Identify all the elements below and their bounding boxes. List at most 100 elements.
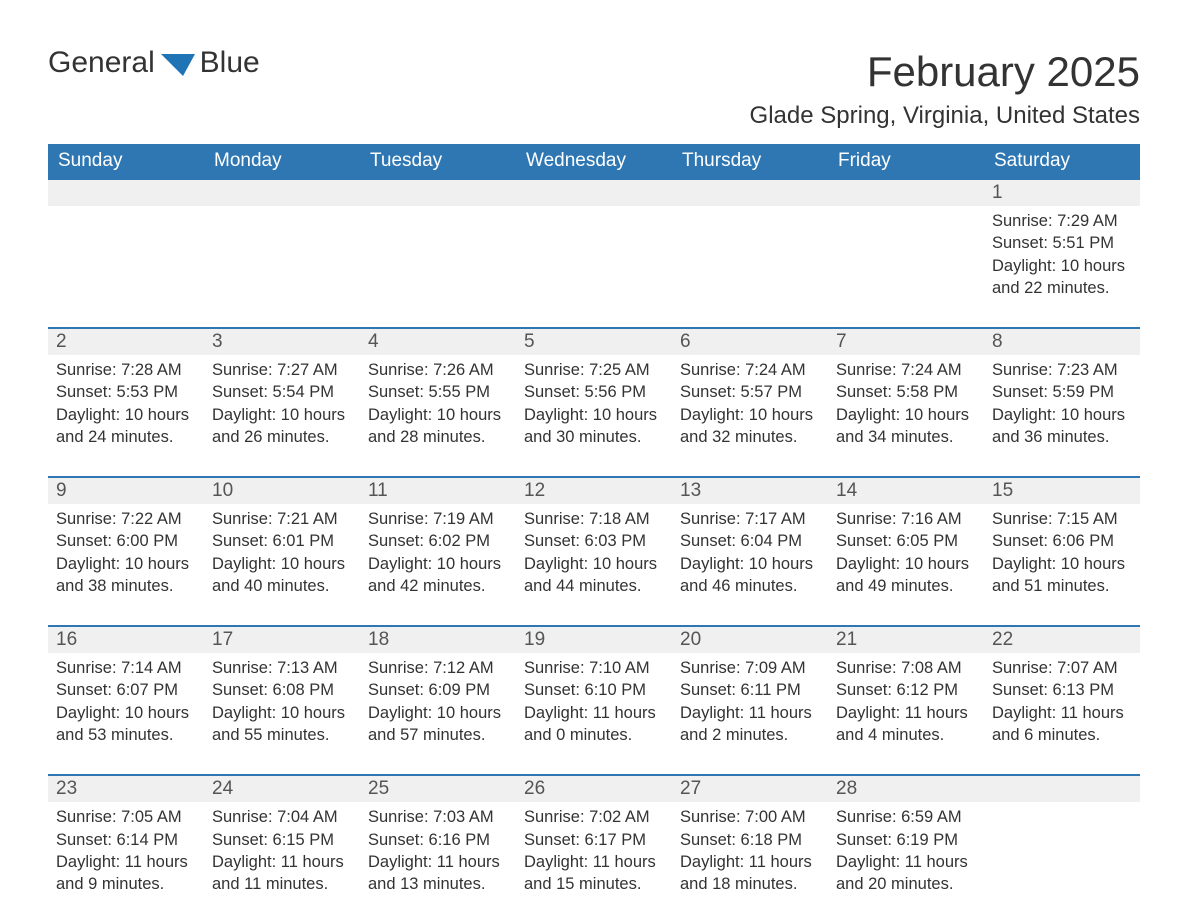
daynum-cell: 16: [48, 626, 204, 653]
detail-cell: Sunrise: 7:07 AMSunset: 6:13 PMDaylight:…: [984, 653, 1140, 775]
sunrise-line: Sunrise: 7:07 AM: [992, 657, 1132, 679]
sunset-line: Sunset: 6:10 PM: [524, 679, 664, 701]
daynum-cell: 7: [828, 328, 984, 355]
daylight-line: Daylight: 10 hours and 22 minutes.: [992, 255, 1132, 300]
daynum-row: 9101112131415: [48, 477, 1140, 504]
sunset-line: Sunset: 6:13 PM: [992, 679, 1132, 701]
daynum-cell: 25: [360, 775, 516, 802]
daylight-line: Daylight: 10 hours and 24 minutes.: [56, 404, 196, 449]
sunrise-line: Sunrise: 7:16 AM: [836, 508, 976, 530]
sunset-line: Sunset: 5:59 PM: [992, 381, 1132, 403]
sunrise-line: Sunrise: 7:04 AM: [212, 806, 352, 828]
detail-cell: [48, 206, 204, 328]
brand-flag-icon: [161, 54, 195, 81]
daylight-line: Daylight: 11 hours and 20 minutes.: [836, 851, 976, 896]
detail-cell: Sunrise: 7:18 AMSunset: 6:03 PMDaylight:…: [516, 504, 672, 626]
sunrise-line: Sunrise: 7:17 AM: [680, 508, 820, 530]
daynum-cell: [48, 179, 204, 206]
daynum-cell: 24: [204, 775, 360, 802]
sunset-line: Sunset: 6:00 PM: [56, 530, 196, 552]
detail-row: Sunrise: 7:14 AMSunset: 6:07 PMDaylight:…: [48, 653, 1140, 775]
sunrise-line: Sunrise: 7:25 AM: [524, 359, 664, 381]
daynum-cell: [672, 179, 828, 206]
detail-cell: [672, 206, 828, 328]
daynum-cell: [828, 179, 984, 206]
sunset-line: Sunset: 6:05 PM: [836, 530, 976, 552]
detail-cell: Sunrise: 7:14 AMSunset: 6:07 PMDaylight:…: [48, 653, 204, 775]
month-title: February 2025: [750, 48, 1140, 96]
detail-cell: Sunrise: 7:21 AMSunset: 6:01 PMDaylight:…: [204, 504, 360, 626]
daylight-line: Daylight: 10 hours and 57 minutes.: [368, 702, 508, 747]
detail-cell: Sunrise: 7:00 AMSunset: 6:18 PMDaylight:…: [672, 802, 828, 903]
detail-cell: Sunrise: 7:12 AMSunset: 6:09 PMDaylight:…: [360, 653, 516, 775]
dow-header-cell: Tuesday: [360, 144, 516, 179]
detail-cell: [360, 206, 516, 328]
daylight-line: Daylight: 10 hours and 40 minutes.: [212, 553, 352, 598]
daylight-line: Daylight: 11 hours and 4 minutes.: [836, 702, 976, 747]
daylight-line: Daylight: 10 hours and 28 minutes.: [368, 404, 508, 449]
daynum-cell: 22: [984, 626, 1140, 653]
detail-cell: Sunrise: 7:29 AMSunset: 5:51 PMDaylight:…: [984, 206, 1140, 328]
sunrise-line: Sunrise: 7:27 AM: [212, 359, 352, 381]
detail-cell: Sunrise: 7:08 AMSunset: 6:12 PMDaylight:…: [828, 653, 984, 775]
daynum-cell: 23: [48, 775, 204, 802]
daynum-cell: 12: [516, 477, 672, 504]
daylight-line: Daylight: 10 hours and 32 minutes.: [680, 404, 820, 449]
detail-cell: Sunrise: 7:24 AMSunset: 5:57 PMDaylight:…: [672, 355, 828, 477]
sunset-line: Sunset: 6:01 PM: [212, 530, 352, 552]
sunrise-line: Sunrise: 7:12 AM: [368, 657, 508, 679]
detail-cell: Sunrise: 7:28 AMSunset: 5:53 PMDaylight:…: [48, 355, 204, 477]
sunrise-line: Sunrise: 7:28 AM: [56, 359, 196, 381]
sunset-line: Sunset: 5:57 PM: [680, 381, 820, 403]
sunset-line: Sunset: 6:02 PM: [368, 530, 508, 552]
daynum-cell: 28: [828, 775, 984, 802]
sunrise-line: Sunrise: 7:21 AM: [212, 508, 352, 530]
sunrise-line: Sunrise: 7:22 AM: [56, 508, 196, 530]
daynum-cell: 19: [516, 626, 672, 653]
sunset-line: Sunset: 5:55 PM: [368, 381, 508, 403]
daynum-row: 16171819202122: [48, 626, 1140, 653]
daylight-line: Daylight: 11 hours and 15 minutes.: [524, 851, 664, 896]
sunrise-line: Sunrise: 7:08 AM: [836, 657, 976, 679]
header: General Blue February 2025 Glade Spring,…: [48, 48, 1140, 140]
detail-cell: Sunrise: 7:19 AMSunset: 6:02 PMDaylight:…: [360, 504, 516, 626]
daylight-line: Daylight: 11 hours and 9 minutes.: [56, 851, 196, 896]
sunset-line: Sunset: 6:06 PM: [992, 530, 1132, 552]
sunrise-line: Sunrise: 7:10 AM: [524, 657, 664, 679]
brand-word1: General: [48, 46, 155, 79]
daynum-cell: 15: [984, 477, 1140, 504]
daynum-row: 232425262728: [48, 775, 1140, 802]
sunrise-line: Sunrise: 6:59 AM: [836, 806, 976, 828]
detail-row: Sunrise: 7:28 AMSunset: 5:53 PMDaylight:…: [48, 355, 1140, 477]
detail-cell: [204, 206, 360, 328]
detail-cell: Sunrise: 7:22 AMSunset: 6:00 PMDaylight:…: [48, 504, 204, 626]
detail-cell: Sunrise: 6:59 AMSunset: 6:19 PMDaylight:…: [828, 802, 984, 903]
brand-logo: General Blue: [48, 48, 260, 81]
daynum-cell: [984, 775, 1140, 802]
daynum-cell: 10: [204, 477, 360, 504]
daylight-line: Daylight: 10 hours and 55 minutes.: [212, 702, 352, 747]
daynum-cell: 1: [984, 179, 1140, 206]
sunset-line: Sunset: 6:11 PM: [680, 679, 820, 701]
sunset-line: Sunset: 6:09 PM: [368, 679, 508, 701]
sunset-line: Sunset: 6:12 PM: [836, 679, 976, 701]
detail-cell: Sunrise: 7:26 AMSunset: 5:55 PMDaylight:…: [360, 355, 516, 477]
dow-header-cell: Wednesday: [516, 144, 672, 179]
calendar-body: SundayMondayTuesdayWednesdayThursdayFrid…: [48, 144, 1140, 903]
detail-cell: Sunrise: 7:16 AMSunset: 6:05 PMDaylight:…: [828, 504, 984, 626]
daynum-cell: 11: [360, 477, 516, 504]
dow-header-cell: Thursday: [672, 144, 828, 179]
daylight-line: Daylight: 11 hours and 6 minutes.: [992, 702, 1132, 747]
daylight-line: Daylight: 11 hours and 18 minutes.: [680, 851, 820, 896]
daynum-cell: 9: [48, 477, 204, 504]
daylight-line: Daylight: 10 hours and 42 minutes.: [368, 553, 508, 598]
daylight-line: Daylight: 10 hours and 44 minutes.: [524, 553, 664, 598]
detail-cell: Sunrise: 7:24 AMSunset: 5:58 PMDaylight:…: [828, 355, 984, 477]
daylight-line: Daylight: 10 hours and 36 minutes.: [992, 404, 1132, 449]
detail-cell: Sunrise: 7:15 AMSunset: 6:06 PMDaylight:…: [984, 504, 1140, 626]
sunset-line: Sunset: 5:58 PM: [836, 381, 976, 403]
sunset-line: Sunset: 6:19 PM: [836, 829, 976, 851]
sunset-line: Sunset: 6:17 PM: [524, 829, 664, 851]
daynum-cell: 6: [672, 328, 828, 355]
detail-cell: Sunrise: 7:09 AMSunset: 6:11 PMDaylight:…: [672, 653, 828, 775]
